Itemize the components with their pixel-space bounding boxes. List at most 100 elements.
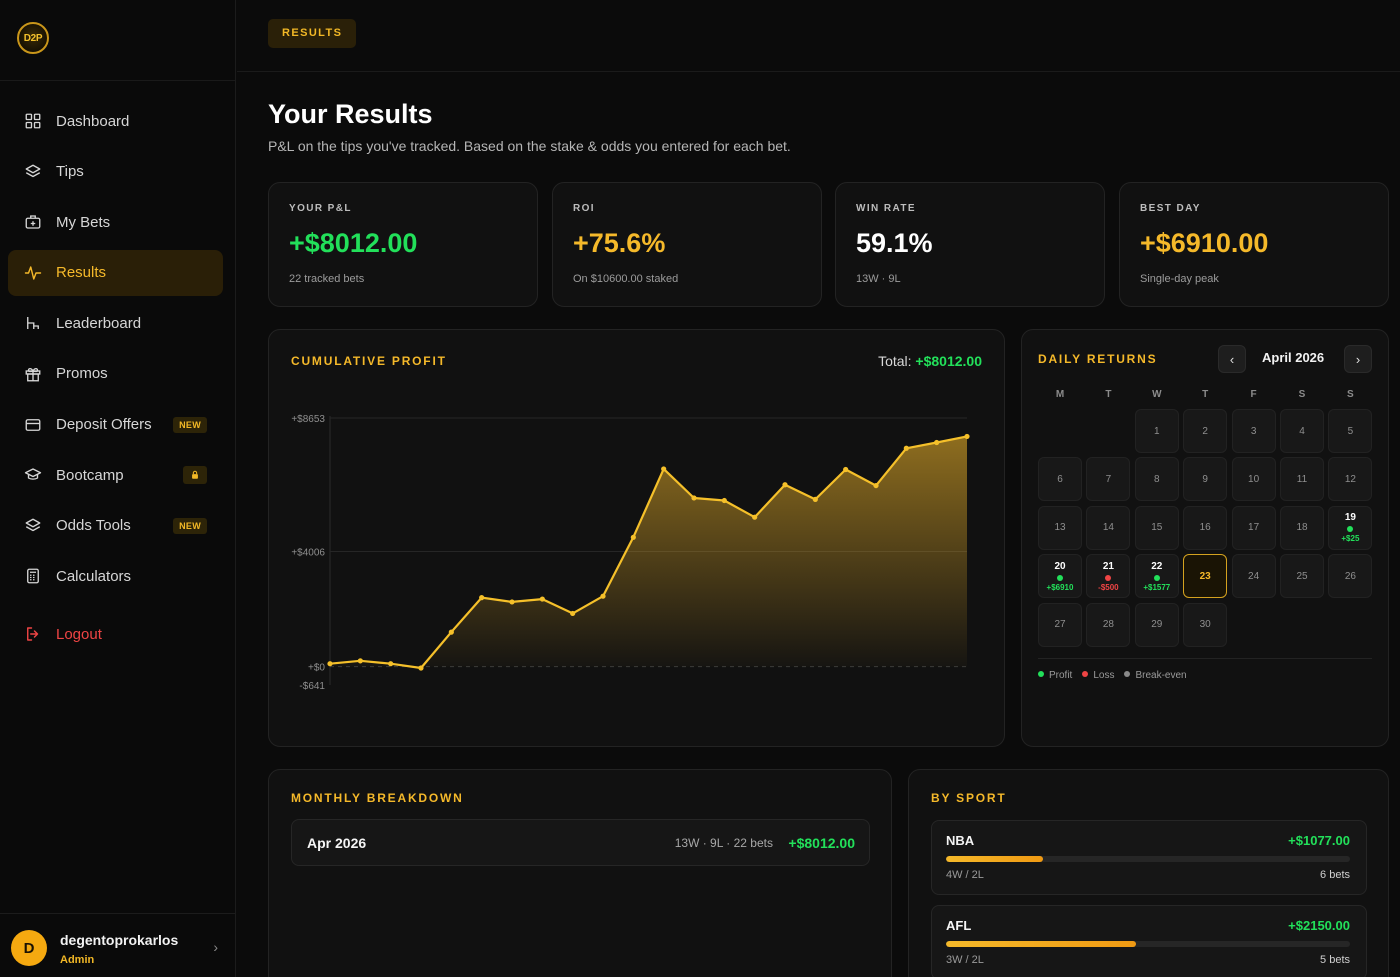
calendar-day[interactable]: 27 — [1038, 602, 1082, 647]
brand-logo[interactable]: D2P — [17, 22, 49, 54]
sport-record: 4W / 2L — [946, 869, 984, 881]
chart-total-value: +$8012.00 — [915, 353, 982, 369]
data-point[interactable] — [661, 466, 667, 472]
sidebar-item-results[interactable]: Results — [8, 249, 223, 296]
sport-row-afl[interactable]: AFL +$2150.00 3W / 2L 5 bets — [931, 905, 1367, 977]
user-menu[interactable]: D degentoprokarlos Admin › — [0, 913, 236, 977]
data-point[interactable] — [782, 482, 788, 488]
data-point[interactable] — [964, 433, 970, 440]
data-point[interactable] — [357, 658, 363, 664]
month-row[interactable]: Apr 2026 13W · 9L · 22 bets +$8012.00 — [291, 819, 870, 866]
calendar-day[interactable]: 24 — [1231, 554, 1276, 599]
avatar[interactable]: D — [11, 930, 47, 966]
data-point[interactable] — [630, 534, 636, 540]
data-point[interactable] — [388, 661, 394, 667]
logout-icon — [24, 625, 42, 643]
sidebar-item-calculators[interactable]: Calculators — [8, 553, 223, 599]
calendar-day[interactable]: 17 — [1231, 505, 1276, 550]
calendar-day[interactable]: 22 +$1577 — [1134, 554, 1179, 599]
data-point[interactable] — [903, 445, 909, 451]
sidebar-item-label: Leaderboard — [56, 314, 142, 332]
calendar-day[interactable]: 13 — [1038, 505, 1082, 550]
weekday-label: S — [1298, 389, 1306, 400]
calendar-day[interactable]: 18 — [1280, 505, 1324, 550]
day-amount: -$500 — [1098, 582, 1119, 592]
month-name: Apr 2026 — [307, 835, 367, 851]
data-point[interactable] — [600, 593, 606, 599]
sidebar-item-tips[interactable]: Tips — [8, 149, 223, 195]
day-amount: +$1577 — [1143, 582, 1171, 592]
sidebar-item-promos[interactable]: Promos — [8, 351, 223, 397]
stat-note: Single-day peak — [1140, 273, 1219, 285]
data-point[interactable] — [479, 595, 485, 601]
calendar-day[interactable]: 10 — [1231, 457, 1276, 502]
sidebar-item-bootcamp[interactable]: Bootcamp — [8, 452, 223, 498]
sidebar-item-label: Bootcamp — [56, 466, 124, 484]
calendar-day[interactable]: 11 — [1280, 457, 1324, 502]
day-number: 16 — [1199, 522, 1211, 534]
day-number: 10 — [1248, 473, 1260, 485]
data-point[interactable] — [934, 439, 940, 446]
calendar-day[interactable]: 12 — [1328, 457, 1373, 502]
data-point[interactable] — [873, 482, 879, 489]
sidebar-item-label: Calculators — [56, 567, 132, 585]
calendar-day[interactable]: 23 — [1183, 554, 1228, 599]
calendar-day[interactable]: 16 — [1183, 505, 1228, 550]
calendar-day[interactable]: 4 — [1280, 409, 1324, 453]
sidebar-item-my-bets[interactable]: My Bets — [8, 199, 223, 245]
calendar-day[interactable]: 8 — [1134, 457, 1179, 502]
sidebar-item-dashboard[interactable]: Dashboard — [8, 98, 223, 144]
grid-icon — [24, 112, 42, 130]
data-point[interactable] — [509, 599, 515, 605]
data-point[interactable] — [843, 466, 849, 473]
day-number: 27 — [1054, 619, 1066, 631]
sidebar-item-leaderboard[interactable]: Leaderboard — [8, 300, 223, 346]
data-point[interactable] — [721, 497, 727, 504]
monthly-breakdown-card: MONTHLY BREAKDOWN Apr 2026 13W · 9L · 22… — [268, 769, 892, 977]
calendar-day[interactable]: 2 — [1183, 409, 1228, 453]
calendar-day[interactable]: 30 — [1183, 602, 1228, 647]
calendar-legend: Profit Loss Break-even — [1038, 670, 1187, 681]
data-point[interactable] — [691, 495, 697, 501]
sidebar-item-deposit-offers[interactable]: Deposit Offers NEW — [8, 402, 223, 448]
calendar-day[interactable]: 26 — [1328, 554, 1373, 599]
calendar-day[interactable]: 19 +$25 — [1328, 505, 1373, 550]
user-role: Admin — [60, 954, 95, 966]
calendar-day[interactable]: 20 +$6910 — [1038, 554, 1082, 599]
calendar-day[interactable]: 14 — [1086, 505, 1131, 550]
day-number: 18 — [1296, 522, 1308, 534]
page-title: Your Results — [268, 99, 433, 129]
calendar-day[interactable]: 1 — [1134, 409, 1179, 453]
calendar-day[interactable]: 15 — [1134, 505, 1179, 550]
data-point[interactable] — [327, 661, 333, 667]
calendar-day[interactable]: 7 — [1086, 457, 1131, 502]
day-number: 14 — [1102, 522, 1114, 534]
calendar-day[interactable]: 29 — [1134, 602, 1179, 647]
data-point[interactable] — [812, 496, 818, 502]
logout-button[interactable]: Logout — [8, 611, 223, 657]
data-point[interactable] — [448, 629, 454, 635]
data-point[interactable] — [539, 596, 545, 602]
calendar-day[interactable]: 5 — [1328, 409, 1373, 453]
data-point[interactable] — [418, 665, 424, 671]
chevron-right-icon[interactable]: › — [213, 939, 218, 955]
day-number: 11 — [1296, 473, 1308, 485]
calendar-day[interactable]: 25 — [1280, 554, 1324, 599]
sidebar-item-odds-tools[interactable]: Odds Tools NEW — [8, 503, 223, 549]
calendar-day[interactable]: 3 — [1231, 409, 1276, 453]
sidebar: D2P Dashboard Tips My Bets Results Leaderboa… — [0, 0, 236, 977]
prev-month-button[interactable]: ‹ — [1218, 345, 1246, 373]
breadcrumb: RESULTS — [268, 19, 357, 48]
sport-bets: 6 bets — [1320, 869, 1350, 881]
sport-row-nba[interactable]: NBA +$1077.00 4W / 2L 6 bets — [931, 820, 1367, 895]
calendar-day[interactable]: 28 — [1086, 602, 1131, 647]
day-status-dot — [1057, 574, 1063, 581]
calendar-day[interactable]: 6 — [1038, 457, 1082, 502]
monthly-breakdown-title: MONTHLY BREAKDOWN — [291, 791, 464, 805]
data-point[interactable] — [570, 610, 576, 617]
day-amount: +$25 — [1341, 534, 1360, 544]
next-month-button[interactable]: › — [1344, 345, 1372, 373]
calendar-day[interactable]: 9 — [1183, 457, 1228, 502]
calendar-day[interactable]: 21 -$500 — [1086, 554, 1131, 599]
data-point[interactable] — [752, 514, 758, 520]
